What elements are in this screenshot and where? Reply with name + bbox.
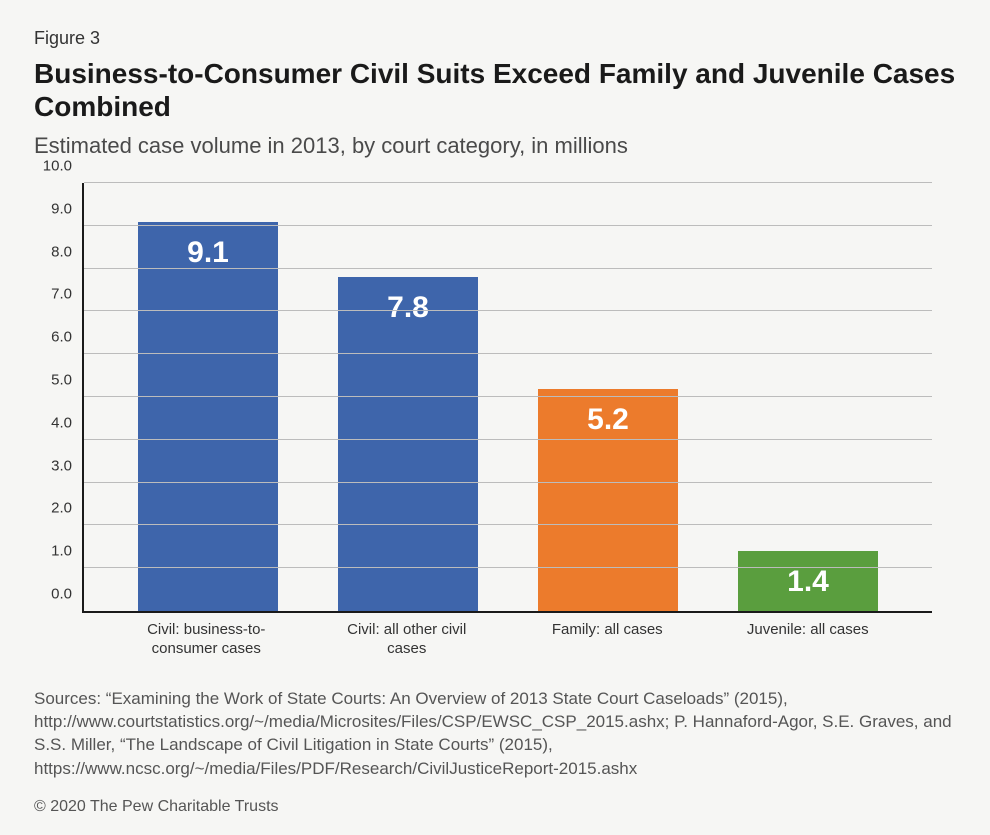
bar: 9.1 bbox=[138, 222, 278, 611]
copyright-text: © 2020 The Pew Charitable Trusts bbox=[34, 798, 956, 816]
bar-slot: 7.8 bbox=[328, 183, 488, 611]
y-tick-label: 3.0 bbox=[51, 457, 72, 474]
gridline bbox=[84, 396, 932, 397]
gridline bbox=[84, 524, 932, 525]
gridline bbox=[84, 353, 932, 354]
plot-area: 9.17.85.21.4 0.01.02.03.04.05.06.07.08.0… bbox=[82, 183, 932, 613]
x-tick-label: Civil: all other civil cases bbox=[327, 621, 487, 659]
gridline bbox=[84, 482, 932, 483]
bar: 5.2 bbox=[538, 389, 678, 612]
bar-slot: 9.1 bbox=[128, 183, 288, 611]
gridline bbox=[84, 567, 932, 568]
chart-subtitle: Estimated case volume in 2013, by court … bbox=[34, 133, 956, 159]
sources-text: Sources: “Examining the Work of State Co… bbox=[34, 687, 956, 781]
y-tick-label: 5.0 bbox=[51, 372, 72, 389]
figure-label: Figure 3 bbox=[34, 28, 956, 49]
bar: 7.8 bbox=[338, 277, 478, 611]
bar-value-label: 1.4 bbox=[787, 551, 829, 599]
y-tick-label: 9.0 bbox=[51, 200, 72, 217]
bar-slot: 1.4 bbox=[728, 183, 888, 611]
x-tick-label: Juvenile: all cases bbox=[728, 621, 888, 659]
gridline bbox=[84, 439, 932, 440]
gridline bbox=[84, 310, 932, 311]
y-tick-label: 0.0 bbox=[51, 586, 72, 603]
y-tick-label: 8.0 bbox=[51, 243, 72, 260]
bar-value-label: 9.1 bbox=[187, 222, 229, 270]
bar: 1.4 bbox=[738, 551, 878, 611]
y-tick-label: 6.0 bbox=[51, 329, 72, 346]
y-tick-label: 10.0 bbox=[43, 158, 72, 175]
y-tick-label: 2.0 bbox=[51, 500, 72, 517]
chart-title: Business-to-Consumer Civil Suits Exceed … bbox=[34, 57, 956, 123]
x-tick-label: Civil: business-to-consumer cases bbox=[126, 621, 286, 659]
bar-value-label: 7.8 bbox=[387, 277, 429, 325]
x-tick-label: Family: all cases bbox=[527, 621, 687, 659]
bar-slot: 5.2 bbox=[528, 183, 688, 611]
y-tick-label: 7.0 bbox=[51, 286, 72, 303]
gridline bbox=[84, 225, 932, 226]
gridline bbox=[84, 182, 932, 183]
gridline bbox=[84, 268, 932, 269]
chart: 9.17.85.21.4 0.01.02.03.04.05.06.07.08.0… bbox=[82, 183, 956, 659]
y-tick-label: 4.0 bbox=[51, 414, 72, 431]
y-tick-label: 1.0 bbox=[51, 543, 72, 560]
bars-container: 9.1 7.8 5.2 1.4 bbox=[84, 183, 932, 611]
x-axis-labels: Civil: business-to-consumer cases Civil: … bbox=[82, 613, 932, 659]
